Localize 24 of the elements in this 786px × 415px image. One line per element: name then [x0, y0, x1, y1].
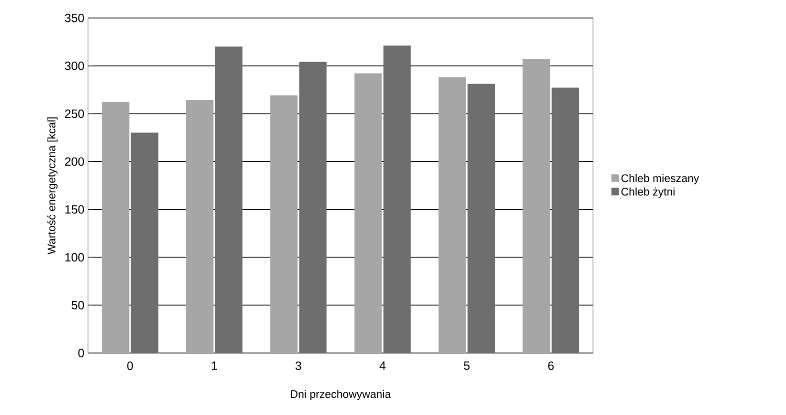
- y-tick-label: 350: [64, 14, 84, 22]
- x-tick-label: 4: [380, 362, 386, 370]
- y-axis-title: Wartość energetyczna [kcal]: [47, 117, 58, 254]
- y-tick-label: 100: [65, 253, 84, 262]
- legend-label: Chleb żytni: [621, 188, 675, 198]
- x-tick-label: 6: [548, 362, 554, 370]
- y-tick-label: 250: [65, 109, 84, 118]
- legend-label: Chleb mieszany: [621, 174, 700, 184]
- bar: [130, 132, 158, 353]
- bar: [215, 46, 242, 353]
- bar: [552, 88, 580, 353]
- x-tick-label: 0: [127, 362, 133, 370]
- y-tick-label: 300: [64, 62, 84, 70]
- x-tick-label: 1: [212, 362, 217, 370]
- y-tick-label: 200: [65, 157, 84, 166]
- x-axis-title: Dni przechowywania: [290, 390, 391, 400]
- y-tick-label: 50: [72, 300, 84, 310]
- bar: [299, 62, 327, 353]
- x-tick-label: 3: [296, 362, 302, 370]
- bar: [468, 84, 495, 353]
- x-tick-label: 5: [464, 362, 470, 370]
- y-tick-label: 150: [65, 205, 84, 214]
- bar: [383, 46, 411, 353]
- y-tick-label: 0: [78, 348, 84, 358]
